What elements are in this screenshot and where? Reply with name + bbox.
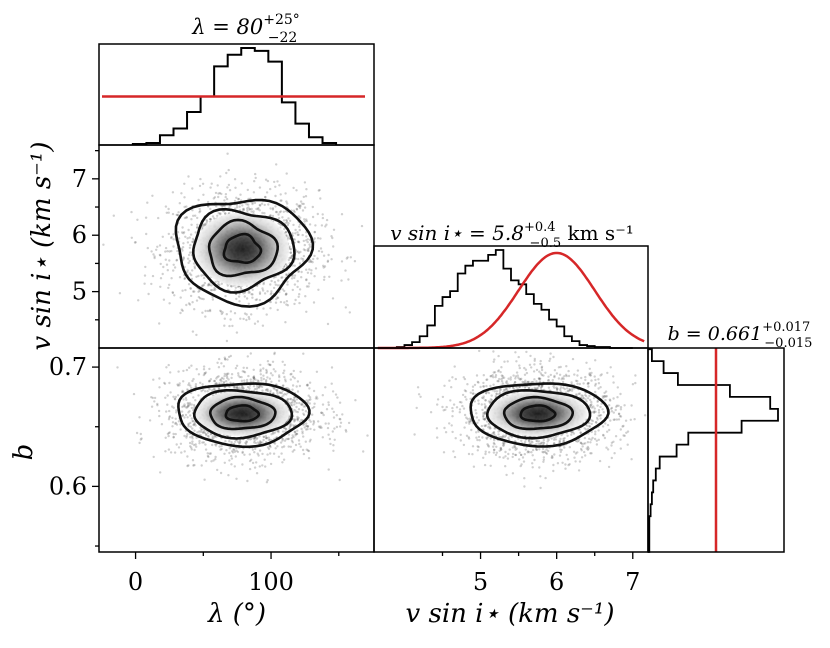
lambda-histogram-panel	[102, 47, 365, 146]
contour-level-4	[174, 198, 315, 308]
contour-level-3	[193, 389, 294, 440]
lambda-b-density-panel	[116, 351, 369, 484]
axis-ticks: 0 100 5 6 7 5 6 7 0.6 0.7	[49, 149, 640, 596]
panel-frames	[98, 43, 785, 553]
contour-level-4	[177, 382, 311, 449]
vsini-x-tick-label: 7	[625, 568, 640, 596]
b-y-tick-label: 0.6	[49, 472, 87, 500]
vsini-y-tick-label: 6	[72, 221, 87, 249]
vsini-gaussian-fit	[377, 251, 645, 350]
contour-level-1	[224, 404, 261, 423]
vsini-histogram	[395, 249, 633, 349]
contour-level-4	[469, 382, 610, 448]
contour-level-3	[191, 207, 296, 294]
vsini-b-density-panel	[413, 348, 647, 490]
contour-level-2	[502, 395, 574, 431]
lambda-tick-label: 0	[128, 568, 143, 596]
vsini-title: v sin i⋆ = 5.8+0.4 −0.5 km s⁻¹	[390, 220, 634, 251]
lambda-tick-label: 100	[248, 568, 294, 596]
frame-vsini-hist	[373, 245, 649, 349]
contour-level-2	[207, 218, 280, 278]
vsini-y-tick-label: 7	[72, 165, 87, 193]
lambda-title: λ = 80+25° −22	[191, 12, 300, 46]
frame-lambda-hist	[98, 43, 375, 146]
lambda-histogram	[131, 47, 338, 146]
b-histogram-panel	[648, 348, 779, 553]
lambda-x-axis-label: λ (°)	[207, 599, 266, 629]
contour-level-1	[222, 232, 263, 264]
vsini-y-tick-label: 5	[72, 278, 87, 306]
lambda-vsini-contours	[174, 198, 315, 308]
vsini-x-tick-label: 6	[549, 568, 564, 596]
vsini-histogram-panel	[377, 249, 645, 350]
b-y-tick-label: 0.7	[49, 353, 87, 381]
b-histogram	[648, 348, 779, 553]
vsini-x-tick-label: 5	[473, 568, 488, 596]
contour-level-1	[519, 404, 557, 423]
vsini-x-axis-label: v sin i⋆ (km s⁻¹)	[406, 599, 615, 629]
vsini-b-contours	[469, 382, 610, 448]
lambda-vsini-density-panel	[102, 152, 364, 348]
b-title: b = 0.661+0.017 −0.015	[668, 320, 813, 351]
contour-level-3	[486, 388, 592, 440]
vsini-y-axis-label: v sin i⋆ (km s⁻¹)	[27, 142, 57, 351]
b-y-axis-label: b	[9, 444, 39, 461]
frame-b-hist	[647, 347, 785, 553]
lambda-b-contours	[177, 382, 311, 449]
contour-level-2	[209, 395, 277, 431]
